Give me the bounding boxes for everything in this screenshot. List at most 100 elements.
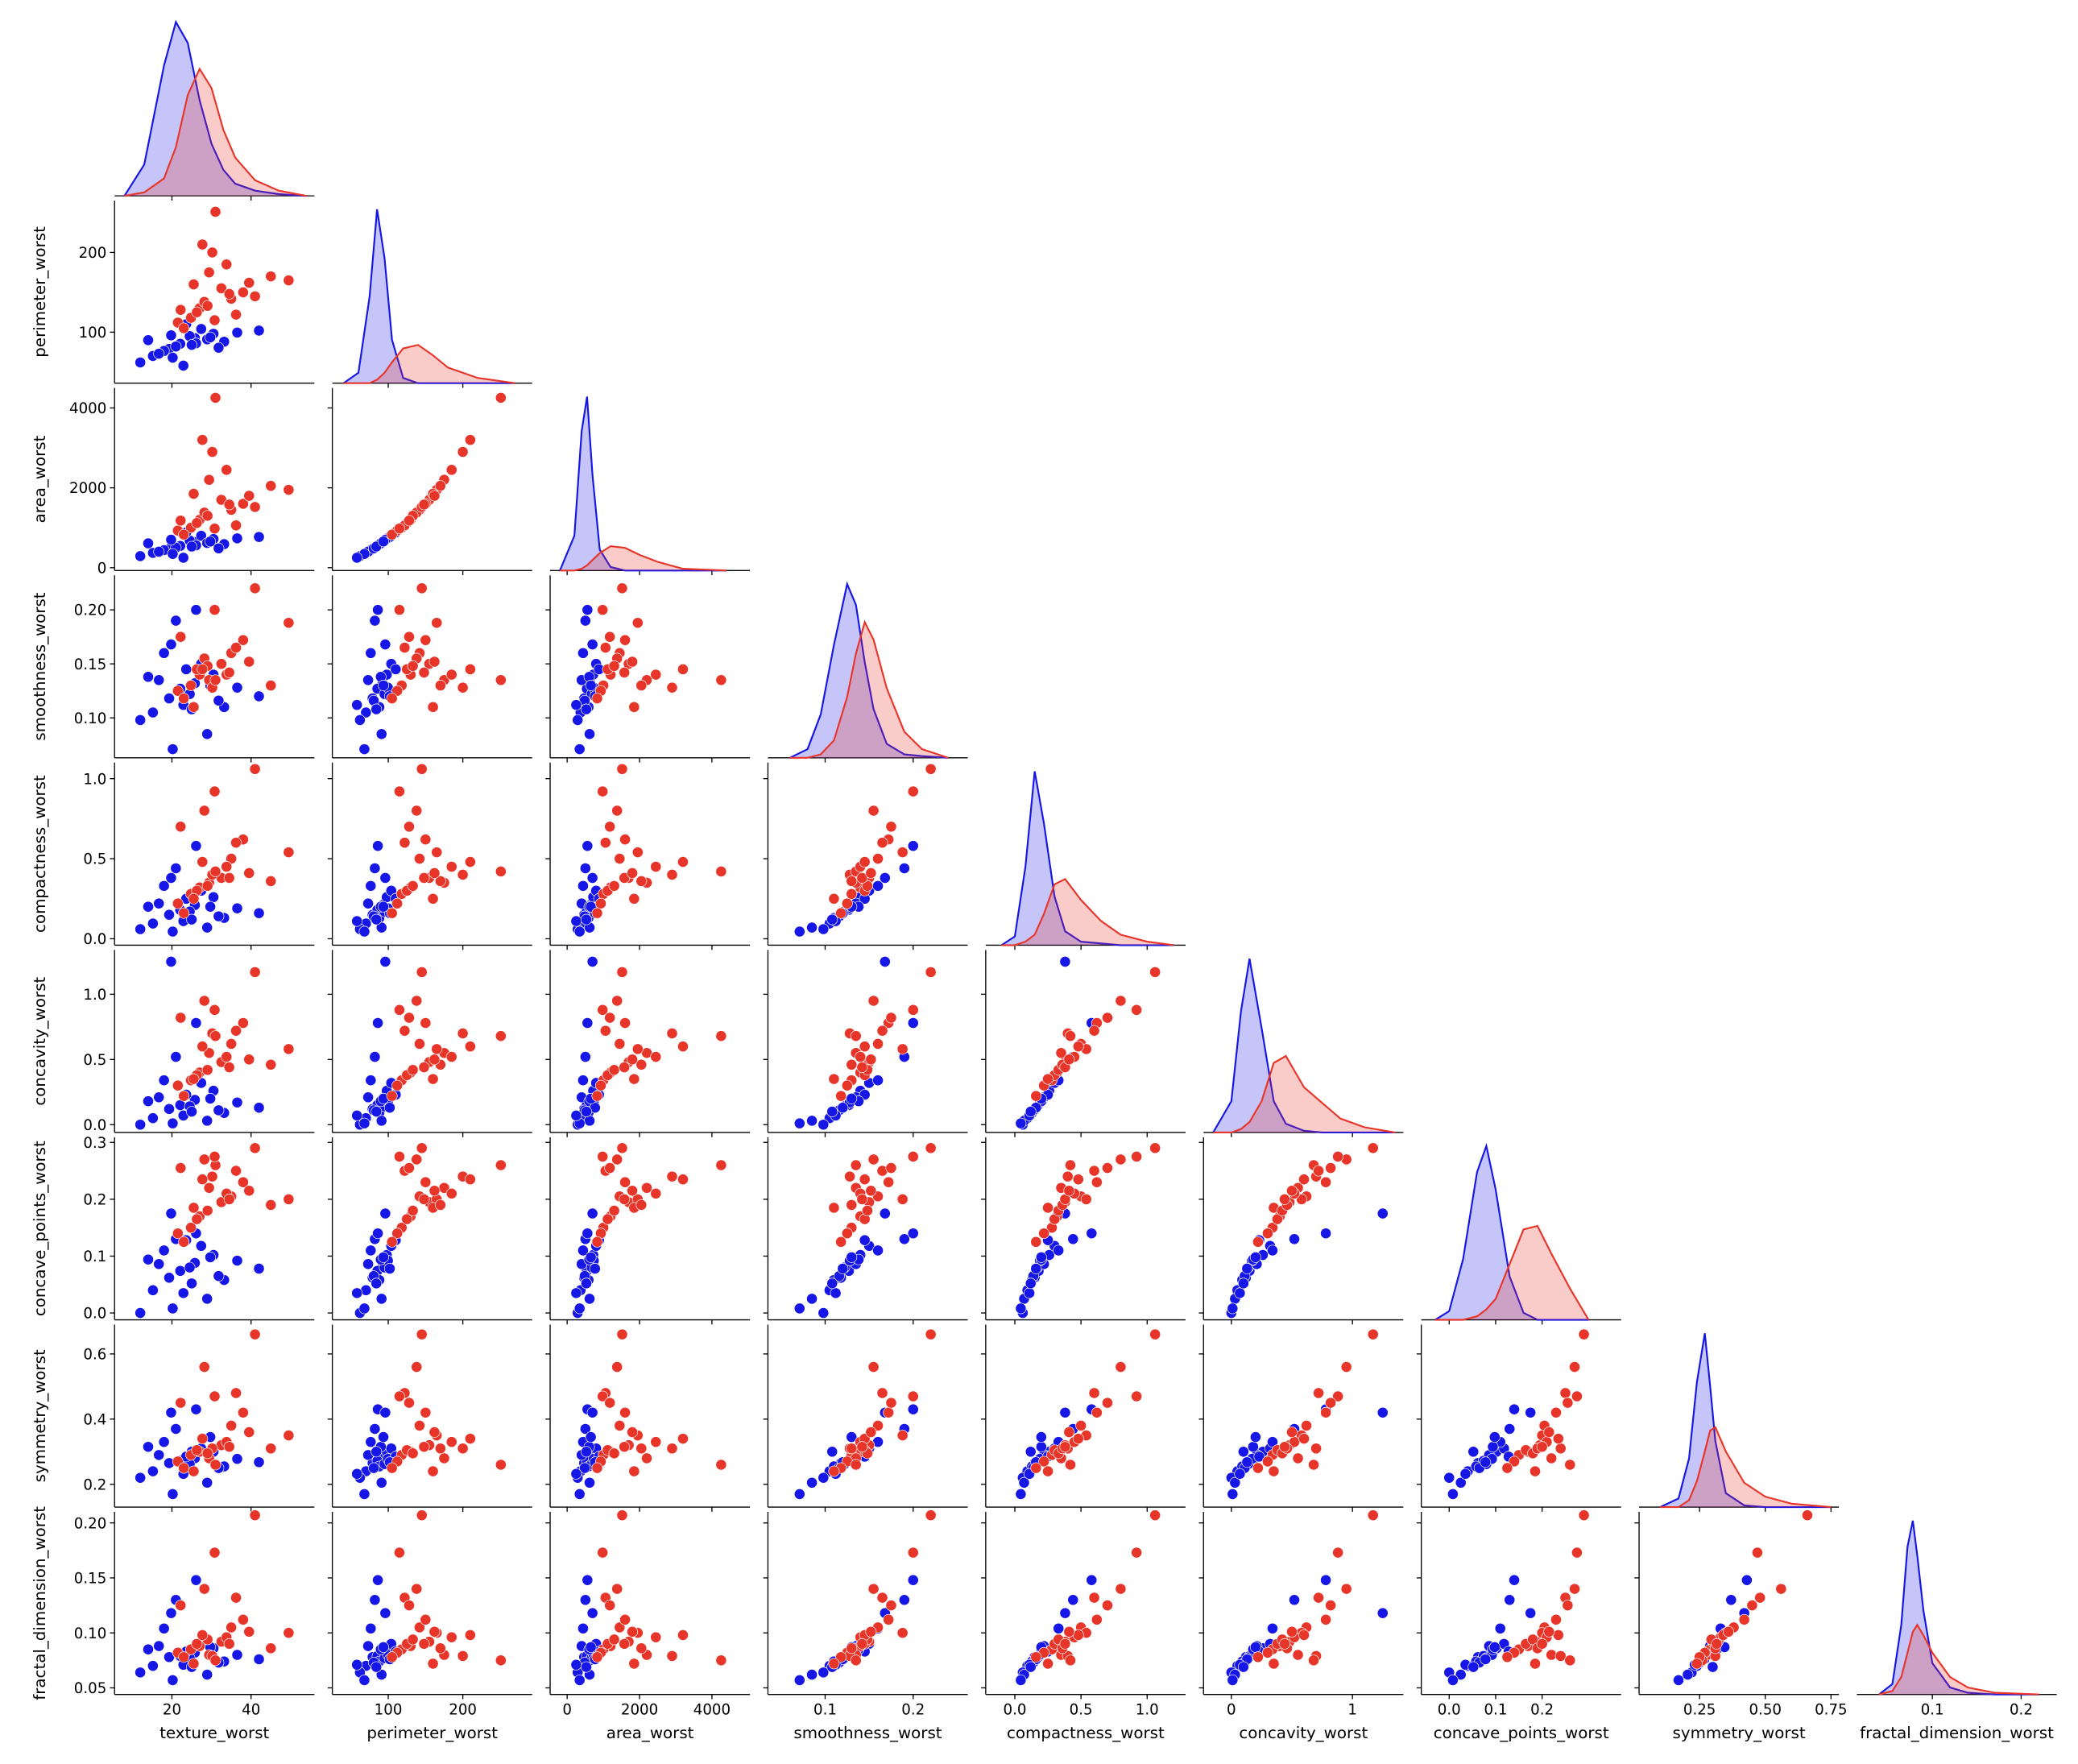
y-tick-label: 2000 (69, 480, 106, 497)
point (215, 283, 227, 294)
point (846, 1443, 858, 1455)
point (165, 329, 177, 342)
point (249, 966, 261, 978)
point (198, 1153, 210, 1166)
point (828, 1073, 840, 1085)
point (174, 1265, 186, 1277)
point (1367, 1509, 1379, 1522)
point (1546, 1649, 1558, 1661)
point (386, 1651, 398, 1663)
point (879, 872, 891, 884)
point (205, 1251, 217, 1263)
point (1234, 1468, 1246, 1480)
point (1562, 1600, 1574, 1612)
point (404, 515, 415, 527)
point (147, 1465, 159, 1477)
point (1559, 1387, 1571, 1399)
point (379, 872, 391, 884)
point (186, 1106, 197, 1118)
point (850, 1030, 862, 1042)
point (205, 1092, 217, 1104)
point (835, 1090, 847, 1102)
point (883, 1613, 895, 1625)
point (165, 1607, 177, 1619)
point (190, 840, 202, 852)
point (209, 785, 221, 797)
x-tick-label: 0.75 (1815, 1701, 1847, 1718)
point (358, 1488, 370, 1500)
point (445, 1187, 457, 1199)
point (826, 913, 838, 925)
point (666, 868, 678, 880)
point (611, 1583, 623, 1595)
point (855, 1051, 867, 1063)
point (431, 617, 443, 629)
point (416, 763, 428, 775)
point (635, 1642, 648, 1654)
point (925, 1509, 937, 1522)
point (570, 1468, 582, 1480)
point (464, 663, 476, 675)
point (608, 1447, 620, 1460)
point (826, 1277, 838, 1290)
point (1487, 1441, 1499, 1453)
point (859, 1041, 871, 1053)
point (859, 856, 871, 868)
point (223, 1193, 235, 1205)
point (351, 1468, 363, 1480)
point (153, 897, 165, 909)
point (369, 1423, 381, 1435)
point (418, 872, 430, 884)
point (362, 1258, 375, 1270)
point (208, 891, 219, 903)
point (420, 834, 432, 846)
point (586, 1207, 598, 1219)
point (135, 714, 147, 726)
point (253, 325, 265, 337)
point (1249, 1431, 1261, 1443)
point (1332, 1150, 1344, 1162)
point (393, 785, 405, 797)
point (907, 1574, 919, 1586)
point (221, 259, 233, 271)
point (591, 907, 603, 919)
point (619, 666, 631, 678)
point (715, 1030, 727, 1042)
point (418, 1441, 430, 1453)
point (411, 805, 423, 817)
point (379, 955, 391, 967)
point (865, 1625, 877, 1638)
y-tick-label: 0.1 (83, 1248, 106, 1265)
point (865, 868, 877, 879)
point (1102, 1600, 1113, 1612)
point (358, 743, 370, 756)
point (1467, 1661, 1480, 1673)
point (608, 1634, 620, 1646)
point (826, 1106, 838, 1118)
point (631, 1043, 644, 1055)
x-axis-label: concavity_worst (1239, 1724, 1368, 1742)
point (581, 1661, 592, 1673)
point (230, 1387, 242, 1399)
point (841, 897, 853, 909)
point (191, 306, 203, 318)
point (445, 1436, 457, 1448)
point (872, 1037, 884, 1050)
point (197, 1433, 209, 1445)
point (806, 1293, 818, 1305)
point (1292, 1649, 1304, 1661)
point (1268, 1465, 1280, 1477)
x-tick-label: 4000 (693, 1701, 731, 1718)
point (885, 1600, 897, 1612)
point (865, 1427, 877, 1438)
kde-curve (123, 19, 307, 197)
point (577, 1075, 589, 1087)
point (907, 1390, 919, 1402)
point (201, 1447, 213, 1460)
point (351, 699, 363, 711)
point (586, 1607, 598, 1619)
x-tick-label: 1 (1347, 1701, 1357, 1718)
point (628, 892, 640, 905)
point (619, 1193, 631, 1205)
kde-curve (560, 545, 726, 572)
